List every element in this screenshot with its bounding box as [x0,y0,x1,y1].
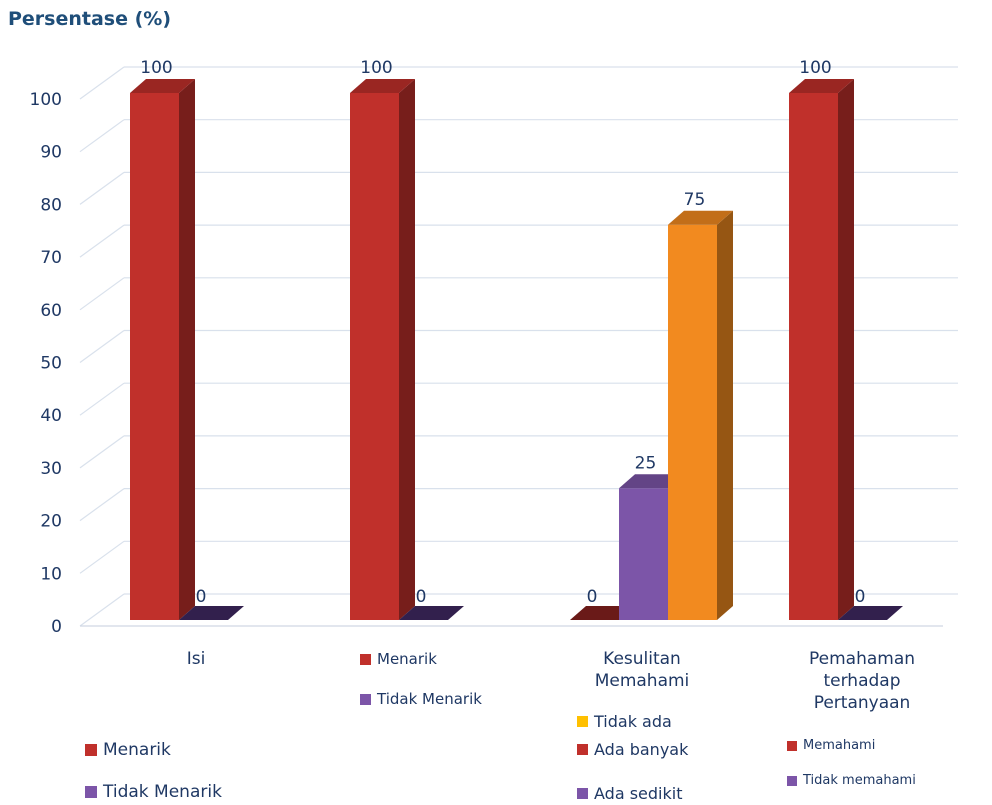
y-tick-label: 100 [30,90,62,110]
legend-item: Tidak ada [577,712,672,731]
legend-label: Tidak Menarik [377,690,482,708]
legend-item: Tidak Menarik [85,782,222,802]
y-tick-label: 60 [40,301,62,321]
bar [619,488,668,620]
legend-label: Tidak memahami [803,773,916,788]
y-tick-label: 10 [40,564,62,584]
data-label: 100 [140,58,172,78]
category-label: Kesulitan Memahami [562,648,722,692]
legend-label: Ada banyak [594,740,688,759]
legend-item: Memahami [787,738,875,753]
data-label: 0 [416,587,427,607]
legend-swatch [787,776,797,786]
legend-item: Tidak memahami [787,773,916,788]
legend-swatch [577,788,588,799]
y-tick-label: 30 [40,459,62,479]
bar-side [838,79,854,620]
bar [668,225,717,620]
bar-side [399,79,415,620]
data-label: 100 [360,58,392,78]
gridline-depth [80,172,124,204]
legend-item: Ada sedikit [577,784,682,803]
bar [789,93,838,620]
data-label: 75 [684,190,706,210]
gridline-depth [80,120,124,152]
y-tick-label: 70 [40,248,62,268]
legend-label: Tidak Menarik [103,782,222,802]
legend-label: Menarik [377,650,437,668]
gridline-depth [80,383,124,415]
data-label: 0 [855,587,866,607]
legend-swatch [577,716,588,727]
y-tick-label: 50 [40,354,62,374]
legend-swatch [85,744,97,756]
data-label: 0 [587,587,598,607]
bar-side [717,211,733,620]
legend-label: Menarik [103,740,171,760]
category-label: Pemahaman terhadap Pertanyaan [782,648,942,714]
category-label: Isi [116,648,276,670]
gridline-depth [80,489,124,521]
y-tick-label: 80 [40,195,62,215]
bar [350,93,399,620]
y-tick-label: 90 [40,143,62,163]
data-label: 0 [196,587,207,607]
data-label: 100 [799,58,831,78]
gridline-depth [80,331,124,363]
data-label: 25 [635,453,657,473]
gridline-depth [80,278,124,310]
legend-item: Menarik [85,740,171,760]
gridline-depth [80,594,124,626]
legend-swatch [360,654,371,665]
bar-side [179,79,195,620]
legend-label: Ada sedikit [594,784,682,803]
legend-label: Tidak ada [594,712,672,731]
legend-item: Ada banyak [577,740,688,759]
gridline-depth [80,541,124,573]
gridline-depth [80,225,124,257]
y-tick-label: 40 [40,406,62,426]
legend-item: Tidak Menarik [360,690,482,708]
legend-swatch [577,744,588,755]
y-tick-label: 20 [40,512,62,532]
legend-swatch [360,694,371,705]
legend-item: Menarik [360,650,437,668]
bar [130,93,179,620]
gridline-depth [80,436,124,468]
legend-swatch [85,786,97,798]
gridline-depth [80,67,124,99]
legend-swatch [787,741,797,751]
y-tick-label: 0 [51,617,62,637]
legend-label: Memahami [803,738,875,753]
